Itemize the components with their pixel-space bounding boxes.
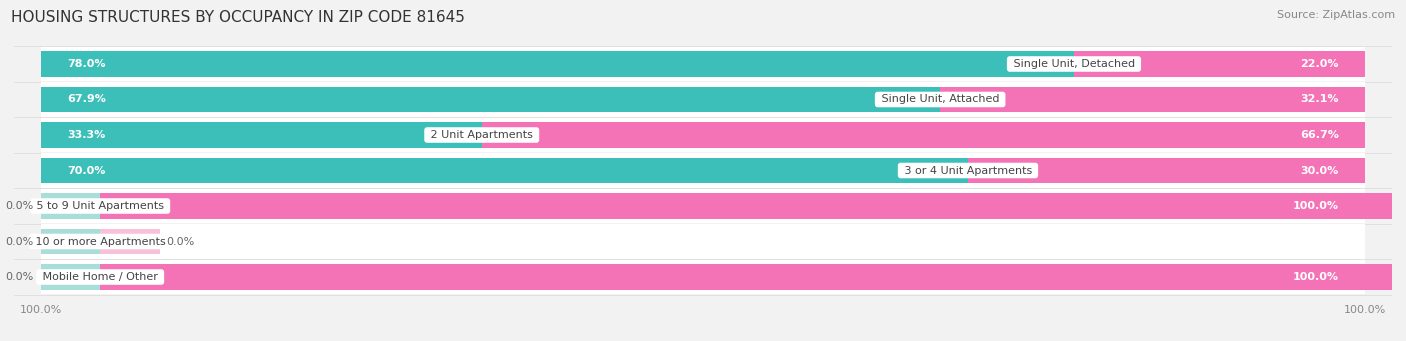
Bar xyxy=(482,122,1365,148)
Text: 5 to 9 Unit Apartments: 5 to 9 Unit Apartments xyxy=(32,201,167,211)
Bar xyxy=(41,118,1365,152)
Text: 2 Unit Apartments: 2 Unit Apartments xyxy=(427,130,537,140)
Bar xyxy=(41,264,100,290)
Bar xyxy=(1074,51,1365,77)
Text: 0.0%: 0.0% xyxy=(166,237,194,247)
Bar xyxy=(41,122,482,148)
Bar xyxy=(41,153,1365,188)
Text: HOUSING STRUCTURES BY OCCUPANCY IN ZIP CODE 81645: HOUSING STRUCTURES BY OCCUPANCY IN ZIP C… xyxy=(11,10,465,25)
Bar xyxy=(41,51,1074,77)
Text: 32.1%: 32.1% xyxy=(1301,94,1339,104)
Bar xyxy=(41,158,967,183)
Text: 0.0%: 0.0% xyxy=(6,272,34,282)
Text: 78.0%: 78.0% xyxy=(67,59,105,69)
Text: Mobile Home / Other: Mobile Home / Other xyxy=(39,272,162,282)
Text: 100.0%: 100.0% xyxy=(1294,201,1339,211)
Bar xyxy=(41,193,100,219)
Text: Single Unit, Detached: Single Unit, Detached xyxy=(1010,59,1139,69)
Bar xyxy=(100,193,1406,219)
Text: 0.0%: 0.0% xyxy=(6,201,34,211)
Text: 33.3%: 33.3% xyxy=(67,130,105,140)
Text: Source: ZipAtlas.com: Source: ZipAtlas.com xyxy=(1277,10,1395,20)
Text: 0.0%: 0.0% xyxy=(6,237,34,247)
Text: 67.9%: 67.9% xyxy=(67,94,105,104)
Text: 30.0%: 30.0% xyxy=(1301,165,1339,176)
Bar xyxy=(41,229,100,254)
Bar xyxy=(100,229,160,254)
Bar xyxy=(41,47,1365,81)
Text: 66.7%: 66.7% xyxy=(1301,130,1339,140)
Text: 100.0%: 100.0% xyxy=(1294,272,1339,282)
Bar xyxy=(967,158,1365,183)
Text: 10 or more Apartments: 10 or more Apartments xyxy=(31,237,169,247)
Bar xyxy=(941,87,1365,112)
Text: 3 or 4 Unit Apartments: 3 or 4 Unit Apartments xyxy=(901,165,1035,176)
Text: 22.0%: 22.0% xyxy=(1301,59,1339,69)
Bar xyxy=(41,224,1365,259)
Bar xyxy=(41,260,1365,294)
Text: 70.0%: 70.0% xyxy=(67,165,105,176)
Bar xyxy=(41,87,941,112)
Bar xyxy=(100,264,1406,290)
Bar xyxy=(41,189,1365,223)
Text: Single Unit, Attached: Single Unit, Attached xyxy=(877,94,1002,104)
Bar xyxy=(41,82,1365,117)
